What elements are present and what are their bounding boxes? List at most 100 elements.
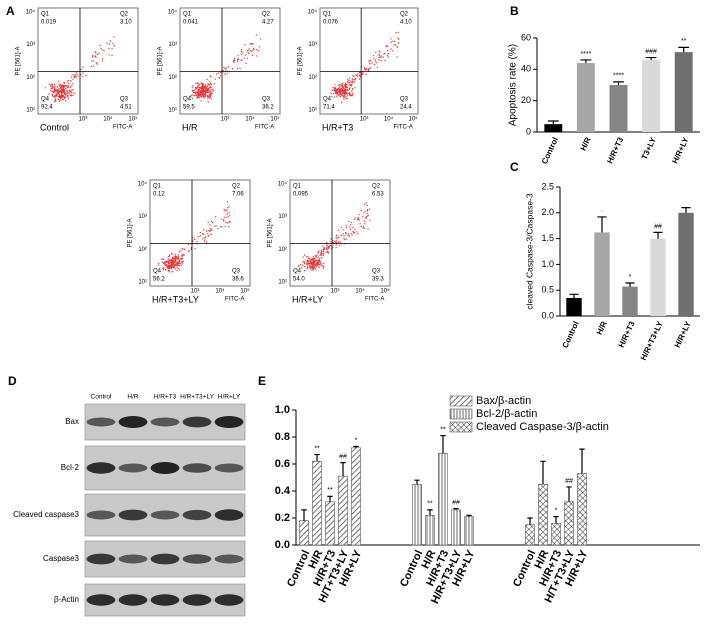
significance-mark: · (601, 208, 603, 215)
x-tick-label: 10⁴ (215, 288, 225, 295)
y-tick-label: 10³ (138, 214, 147, 220)
y-tick-label: 10¹ (26, 108, 35, 114)
x-tick-label: 10³ (191, 289, 200, 295)
bar (678, 212, 694, 316)
protein-label: Bax (65, 417, 79, 426)
blot-band (86, 553, 116, 565)
x-axis-label: FITC-A (113, 125, 132, 131)
quadrant-name: Q3 (120, 97, 129, 103)
x-tick-label: H/R+T3+LY (639, 319, 665, 361)
y-axis-label: PE [561]-A (128, 218, 134, 247)
quadrant-value: 0.076 (323, 20, 339, 26)
y-tick-label: 10⁴ (168, 9, 178, 16)
error-bar (314, 453, 320, 462)
plot-frame (289, 179, 391, 287)
bar (622, 286, 638, 316)
quadrant-name: Q3 (232, 269, 241, 275)
lane-label: H/R+T3+LY (180, 394, 215, 401)
x-tick-label: H/R+T3 (617, 319, 637, 348)
x-tick-label: 10⁴ (103, 116, 113, 123)
x-tick-label: 10³ (79, 117, 88, 123)
y-tick-label: 10² (168, 75, 177, 81)
bar (577, 473, 587, 546)
protein-label: Bcl-2 (61, 463, 80, 472)
quadrant-value: 39.3 (372, 277, 384, 283)
quadrant-value: 0.041 (183, 20, 199, 26)
error-bar (653, 231, 663, 239)
plot-frame (149, 179, 251, 287)
bar (312, 460, 322, 546)
y-tick-label: 10² (308, 75, 317, 81)
y-tick-label: 10⁴ (26, 9, 36, 16)
blot-band (86, 462, 116, 474)
protein-label: β-Actin (54, 595, 79, 604)
quadrant-name: Q2 (262, 12, 271, 18)
x-tick-label: 10⁵ (240, 288, 250, 295)
bar (425, 514, 435, 546)
significance-mark: * (355, 437, 358, 444)
y-tick-label: 10¹ (138, 280, 147, 286)
x-tick-label: Control (398, 548, 425, 589)
legend-label: Cleaved Caspase-3/β-actin (476, 421, 609, 433)
bar (438, 452, 448, 546)
y-tick-label: 10⁴ (308, 9, 318, 16)
x-tick-label: 10⁴ (355, 288, 365, 295)
bar (525, 524, 535, 546)
y-tick-label: 10³ (168, 42, 177, 48)
x-axis-label: FITC-A (255, 125, 274, 131)
quadrant-name: Q4 (183, 97, 192, 103)
blot-band (150, 553, 180, 565)
quadrant-value: 6.53 (372, 192, 384, 198)
panel-letter: A (6, 4, 15, 18)
panel-letter: C (510, 160, 519, 174)
error-bar (527, 517, 533, 525)
x-tick-label: H/R+T3 (605, 135, 625, 164)
error-bar (301, 509, 307, 521)
error-bar (625, 282, 635, 287)
y-axis-label: PE [561]-A (158, 46, 164, 75)
quadrant-name: Q3 (400, 97, 409, 103)
quadrant-value: 36.2 (262, 105, 274, 111)
y-axis-label: Apoptosis rate (%) (508, 44, 519, 126)
panel-letter: D (8, 374, 17, 388)
blot-band (182, 509, 212, 521)
bar (338, 475, 348, 546)
blot-band (182, 594, 212, 606)
quadrant-name: Q4 (323, 97, 332, 103)
significance-mark: ### (645, 48, 657, 55)
bar (576, 63, 595, 132)
y-tick-label: 10³ (26, 42, 35, 48)
y-tick-label: 10¹ (168, 108, 177, 114)
x-axis-label: FITC-A (225, 297, 244, 303)
x-axis-label: FITC-A (365, 297, 384, 303)
bar (412, 483, 422, 546)
y-tick-label: 10³ (278, 214, 287, 220)
panel-letter: B (510, 4, 519, 18)
bar (566, 297, 582, 316)
significance-mark: ** (327, 487, 333, 494)
blot-band (150, 594, 180, 606)
blot-band (214, 416, 244, 428)
y-axis-label: PE [561]-A (268, 218, 274, 247)
quadrant-value: 4.10 (400, 20, 412, 26)
bar (642, 59, 661, 132)
blot-band (214, 594, 244, 606)
quadrant-name: Q3 (262, 97, 271, 103)
error-bar (440, 435, 446, 454)
error-bar (340, 462, 346, 477)
event-dots (330, 31, 400, 104)
error-bar (547, 120, 559, 125)
quadrant-name: Q2 (372, 184, 381, 190)
event-dots (189, 34, 262, 103)
y-tick-label: 10⁴ (138, 181, 148, 188)
error-bar (580, 59, 592, 64)
quadrant-value: 56.2 (153, 277, 165, 283)
bar (564, 501, 574, 546)
y-tick-label: 0.0 (275, 539, 290, 551)
lane-label: H/R (127, 394, 139, 401)
quadrant-name: Q1 (323, 12, 332, 18)
legend-label: Bax/β-actin (476, 395, 531, 407)
plot-frame (179, 7, 281, 115)
blot-band (118, 416, 148, 428)
